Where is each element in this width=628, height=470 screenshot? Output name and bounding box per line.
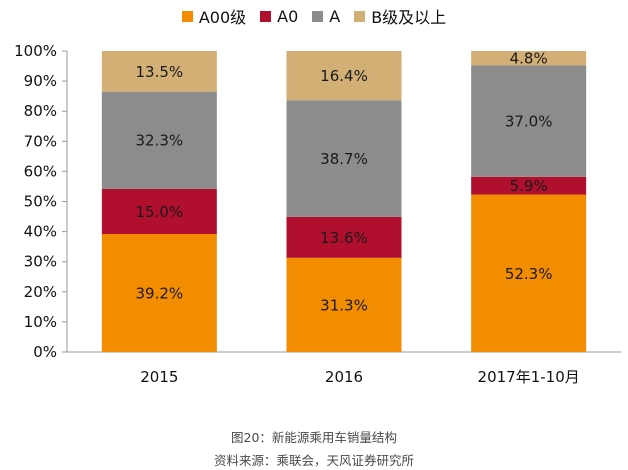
y-tick-label: 30% [24,253,57,271]
bar-segment [286,100,402,217]
bar-segment [101,188,217,235]
data-label: 31.3% [320,296,368,314]
y-tick-label: 20% [24,283,57,301]
data-label: 5.9% [510,177,548,195]
x-tick-label: 2017年1-10月 [478,368,580,386]
legend-swatch-a [312,10,324,22]
legend-label-a00: A00级 [198,8,247,27]
bar-segment [286,51,402,101]
legend-item-a: A [312,4,340,28]
y-tick-label: 40% [24,223,57,241]
legend-item-b-plus: B级及以上 [354,4,446,28]
bar-segment [471,194,587,352]
legend-swatch-a0 [260,10,272,22]
y-tick-label: 0% [33,343,57,361]
legend-label-b-plus: B级及以上 [371,8,447,27]
bar-segment [286,216,402,258]
data-label: 15.0% [136,203,184,221]
data-label: 4.8% [510,50,548,68]
source-note: 资料来源：乘联会，天风证券研究所 [213,453,414,468]
data-label: 37.0% [505,113,553,131]
y-tick-label: 70% [24,132,57,150]
data-label: 38.7% [320,150,368,168]
y-tick-label: 10% [24,313,57,331]
bar-segment [101,91,217,189]
y-tick-label: 60% [24,162,57,180]
bar-segment [101,234,217,352]
bar-segment [101,51,217,92]
chart-legend: A00级 A0 A B级及以上 [0,4,628,28]
x-tick-label: 2015 [140,368,178,386]
bar-segment [286,257,402,352]
legend-label-a0: A0 [277,6,299,26]
y-tick-label: 100% [14,42,57,60]
x-tick-label: 2016 [325,368,363,386]
legend-label-a: A [329,6,341,26]
legend-swatch-b-plus [354,10,366,22]
data-label: 52.3% [505,265,553,283]
bar-segment [471,65,587,177]
y-tick-label: 90% [24,72,57,90]
data-label: 13.6% [320,229,368,247]
y-tick-label: 50% [24,193,57,211]
bar-segment [471,176,587,195]
data-label: 39.2% [136,285,184,303]
data-label: 16.4% [320,67,368,85]
bar-segment [471,51,587,66]
y-tick-label: 80% [24,102,57,120]
data-label: 13.5% [136,63,184,81]
legend-item-a00: A00级 [181,4,247,28]
figure-caption: 图20：新能源乘用车销量结构 [231,430,397,445]
data-label: 32.3% [136,132,184,150]
stacked-bar-chart: 0% 10% 20% 30% 40% 50% 60% 70% 80% 90% 100% 39.2% 15… [14,42,621,386]
legend-item-a0: A0 [260,4,298,28]
legend-swatch-a00 [181,10,193,22]
